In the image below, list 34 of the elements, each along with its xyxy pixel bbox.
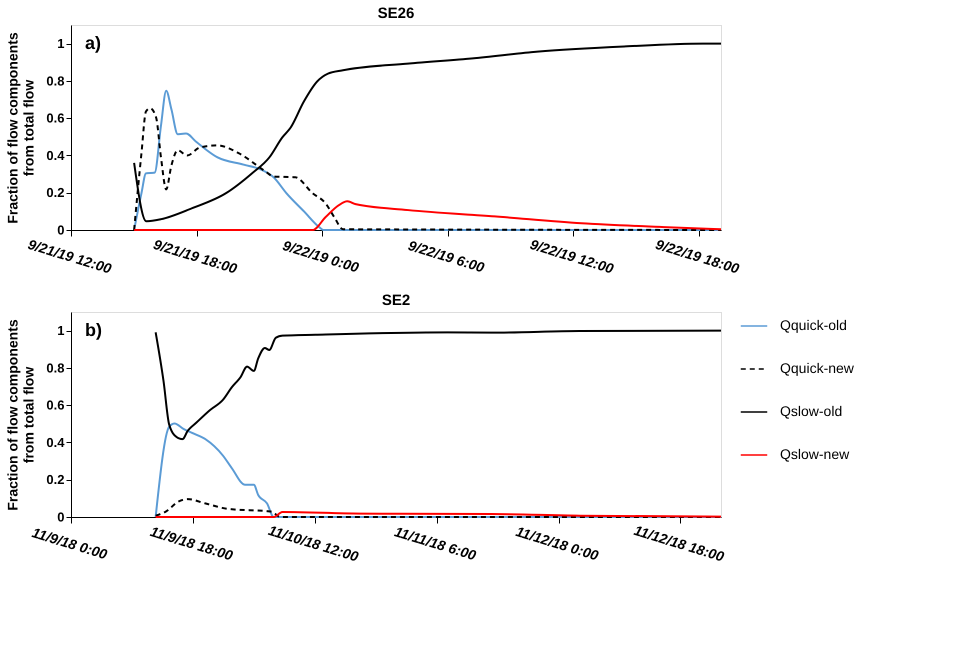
x-tick-label: 9/21/19 12:00 [26, 236, 114, 277]
chart-title: SE2 [382, 292, 410, 309]
y-axis-title: Fraction of flow components from total flow [4, 32, 36, 224]
x-tick-label: 9/22/19 6:00 [406, 237, 486, 276]
y-tick-label: 0.2 [46, 185, 64, 200]
y-tick-label: 0.6 [46, 110, 64, 126]
y-tick-label: 0.2 [46, 472, 64, 488]
x-tick-label: 9/22/19 0:00 [280, 237, 361, 276]
x-tick-label: 11/10/18 12:00 [266, 522, 361, 565]
annotation: b) [85, 320, 102, 340]
y-tick-label: 0 [57, 222, 64, 238]
y-axis-title: Fraction of flow components from total flow [4, 319, 36, 511]
y-tick-label: 0.4 [46, 434, 66, 450]
legend-label: Qslow-old [780, 403, 842, 419]
x-tick-label: 9/21/19 18:00 [152, 236, 240, 277]
legend-label: Qslow-new [780, 446, 850, 462]
x-tick-label: 11/9/18 18:00 [148, 523, 235, 564]
x-tick-label: 11/9/18 0:00 [30, 524, 110, 562]
legend-label: Qquick-old [780, 317, 847, 333]
x-tick-label: 9/22/19 12:00 [528, 236, 616, 277]
y-tick-label: 1 [57, 323, 64, 338]
y-tick-label: 0.6 [46, 398, 64, 413]
y-tick-label: 0.8 [46, 360, 64, 376]
x-tick-label: 11/11/18 6:00 [392, 523, 478, 564]
y-tick-label: 0.8 [46, 73, 64, 88]
x-tick-label: 9/22/19 18:00 [654, 236, 742, 277]
y-tick-label: 1 [57, 36, 64, 52]
x-tick-label: 11/12/18 0:00 [514, 523, 601, 564]
x-tick-label: 11/12/18 18:00 [632, 522, 726, 565]
chart-title: SE26 [378, 5, 414, 22]
annotation: a) [85, 33, 102, 53]
legend-label: Qquick-new [780, 360, 855, 376]
y-tick-label: 0 [57, 510, 64, 524]
y-tick-label: 0.4 [46, 148, 66, 163]
